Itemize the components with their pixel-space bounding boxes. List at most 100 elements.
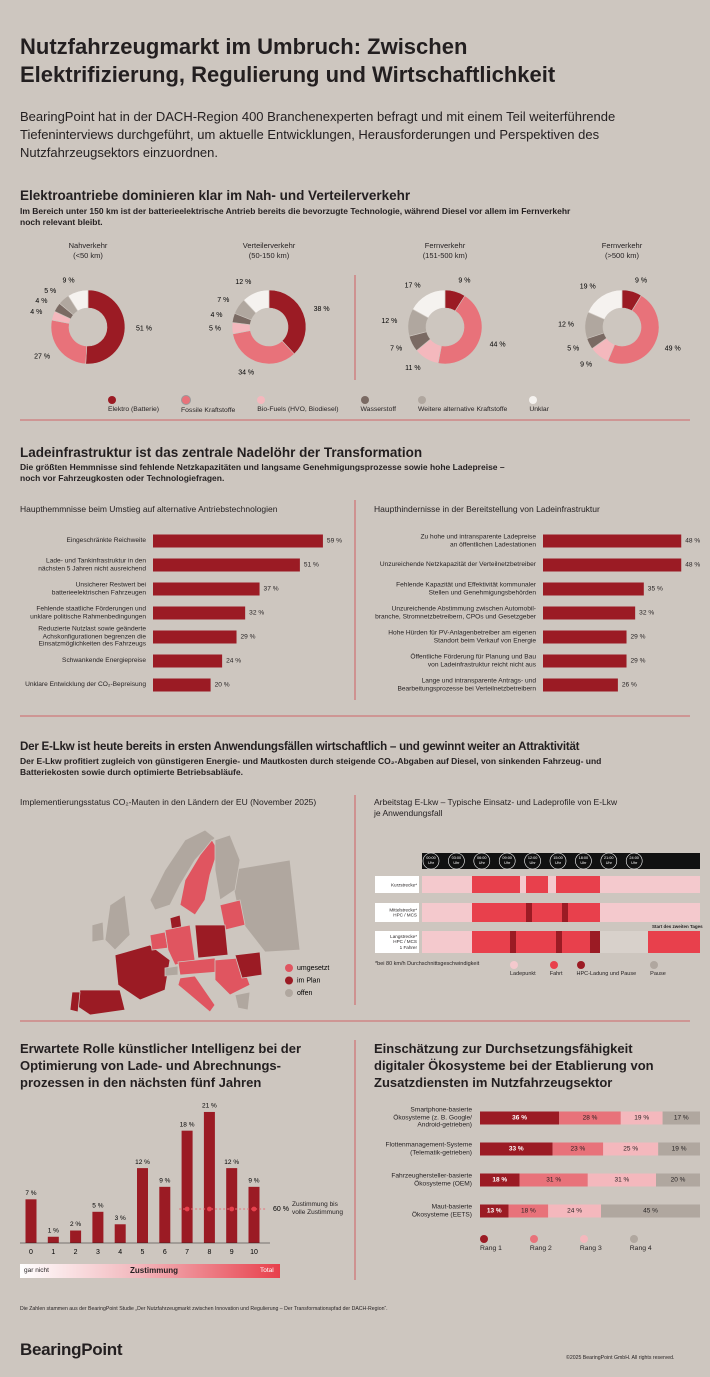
annotation-dot xyxy=(229,1206,235,1212)
data-label: 23 % xyxy=(570,1146,585,1153)
schedule xyxy=(375,853,700,953)
segment xyxy=(472,903,600,922)
bar-segment xyxy=(552,1142,604,1156)
data-label: 33 % xyxy=(509,1146,524,1153)
time-label: 12:00 Uhr xyxy=(527,856,538,865)
data-label: 31 % xyxy=(546,1177,561,1184)
legend-label: Elektro (Batterie) xyxy=(108,406,159,413)
segment xyxy=(556,931,562,953)
legend-swatch xyxy=(360,396,369,404)
data-label: 1 % xyxy=(48,1227,59,1234)
data-label: 31 % xyxy=(614,1177,629,1184)
section-subtitle: Im Bereich unter 150 km ist der batterie… xyxy=(20,206,571,227)
data-label: 18 % xyxy=(180,1121,195,1128)
chart-title: Arbeitstag E-Lkw – Typische Einsatz- und… xyxy=(374,797,618,818)
data-label: 19 % xyxy=(634,1115,649,1122)
segment xyxy=(562,903,568,922)
value-label: 20 % xyxy=(214,681,230,689)
bar-label: Flottenmanagement-Systeme (Telematik-get… xyxy=(385,1141,473,1156)
bar xyxy=(543,558,682,572)
legend-item: Weitere alternative Kraftstoffe xyxy=(418,396,507,413)
legend-item: Rang 1 xyxy=(480,1235,502,1252)
legend: Ladepunkt Fahrt HPC-Ladung und Pause Pause xyxy=(510,961,666,977)
x-tick-label: 2 xyxy=(74,1249,78,1256)
row-label: Kurzstrecke* xyxy=(390,881,417,887)
legend-swatch xyxy=(285,976,293,985)
bar xyxy=(153,654,223,668)
donut-slice xyxy=(50,319,88,365)
map-region xyxy=(164,924,196,966)
bar-label: Fehlende staatliche Förderungen und unkl… xyxy=(30,605,146,620)
data-label: 12 % xyxy=(224,1159,239,1166)
map-region xyxy=(69,991,81,1013)
legend-label: Rang 2 xyxy=(529,1245,552,1252)
annotation-dot xyxy=(251,1206,257,1212)
donut-title: Fernverkehr (151-500 km) xyxy=(422,241,468,260)
bar-label: Unsicherer Restwert bei batterieelektris… xyxy=(51,581,146,596)
legend-label: Ladepunkt xyxy=(510,971,536,977)
data-label: 5 % xyxy=(92,1203,103,1210)
map-region xyxy=(219,899,246,931)
section-title: Elektroantriebe dominieren klar im Nah- … xyxy=(20,188,411,203)
bar xyxy=(543,606,636,620)
map-region xyxy=(234,951,263,979)
donut-slice xyxy=(268,289,307,355)
bar-label: Unklare Entwicklung der CO₂-Bepreisung xyxy=(25,681,146,689)
legend-label: offen xyxy=(297,990,313,997)
data-label: 9 % xyxy=(63,278,75,285)
data-label: 9 % xyxy=(580,361,592,368)
legend-label: HPC-Ladung und Pause xyxy=(576,971,637,977)
time-label: 21:00 Uhr xyxy=(604,856,614,865)
legend: Elektro (Batterie) Fossile Kraftstoffe Bio… xyxy=(108,395,549,414)
bar-label: Lade- und Tankinfrastruktur in den nächs… xyxy=(38,557,146,572)
bar-label: Smartphone-basierte Ökosysteme (z. B. Go… xyxy=(393,1106,472,1129)
map-region xyxy=(164,965,179,977)
bar xyxy=(153,630,237,644)
legend-item: Elektro (Batterie) xyxy=(108,396,159,413)
donut-slice xyxy=(232,330,295,365)
chart-title: Erwartete Rolle künstlicher Intelligenz … xyxy=(20,1041,302,1090)
map-region xyxy=(177,975,216,1013)
donut-slice xyxy=(437,295,483,365)
legend-item: Fahrt xyxy=(549,961,563,977)
time-label: 24:00 Uhr xyxy=(629,856,639,865)
legend-item: Fossile Kraftstoffe xyxy=(181,395,235,414)
data-label: 44 % xyxy=(490,342,506,349)
segment xyxy=(600,931,648,953)
bar-segment xyxy=(587,1173,656,1187)
data-label: 28 % xyxy=(583,1115,598,1122)
bar xyxy=(203,1111,215,1243)
data-label: 20 % xyxy=(671,1177,686,1184)
legend-label: Bio-Fuels (HVO, Biodiesel) xyxy=(257,406,339,413)
source: Die Zahlen stammen aus der BearingPoint … xyxy=(20,1306,388,1312)
segment xyxy=(590,931,600,953)
intro: BearingPoint hat in der DACH-Region 400 … xyxy=(20,109,616,160)
legend-swatch xyxy=(108,396,116,404)
bar-label: Reduzierte Nutzlast sowie geänderte Achs… xyxy=(38,625,146,648)
data-label: 7 % xyxy=(217,297,229,304)
map-region xyxy=(194,924,229,959)
bar-label: Öffentliche Förderung für Planung und Ba… xyxy=(410,653,536,668)
data-label: 12 % xyxy=(235,279,251,286)
bar-label: Zu hohe und intransparente Ladepreise an… xyxy=(420,533,536,548)
data-label: 18 % xyxy=(521,1208,536,1215)
x-tick-label: 1 xyxy=(51,1249,55,1256)
time-marker xyxy=(473,852,491,870)
bar xyxy=(543,630,627,644)
note: *bei 80 km/h Durchschnittsgeschwindigkei… xyxy=(375,961,480,967)
legend-item: HPC-Ladung und Pause xyxy=(576,961,637,977)
segment xyxy=(648,931,700,953)
legend-swatch xyxy=(285,989,293,997)
bar xyxy=(153,678,211,692)
data-label: 27 % xyxy=(34,353,50,360)
data-label: 9 % xyxy=(159,1178,170,1185)
legend-item: Pause xyxy=(650,961,666,977)
data-label: 17 % xyxy=(674,1115,689,1122)
title: Nutzfahrzeugmarkt im Umbruch: Zwischen E… xyxy=(20,34,556,87)
section-title: Der E-Lkw ist heute bereits in ersten An… xyxy=(20,740,580,753)
row-label: Langstrecke* HPC / MCS 1 Fahrer xyxy=(390,933,417,950)
scale-bar xyxy=(20,1264,280,1278)
bar-segment xyxy=(480,1111,560,1125)
value-label: 35 % xyxy=(647,585,663,593)
